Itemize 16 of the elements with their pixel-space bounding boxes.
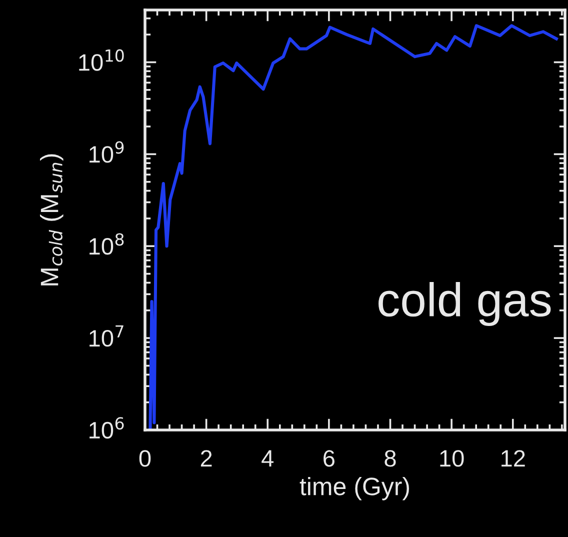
x-tick-label: 12	[502, 450, 525, 467]
x-tick-label: 6	[324, 450, 334, 467]
x-axis-title: time (Gyr)	[300, 477, 409, 500]
annotation: cold gas	[378, 282, 551, 326]
x-tick-label: 0	[139, 450, 151, 467]
x-tick-label: 10	[440, 450, 464, 467]
y-tick-label: 10$^{7}$	[90, 325, 124, 347]
line-series	[148, 24, 558, 430]
y-axis-title: M$_{cold}$ (M$_{sun}$)	[40, 154, 64, 286]
y-tick-label: 10$^{8}$	[90, 233, 124, 255]
x-tick-label: 2	[200, 450, 212, 467]
y-tick-label: 10$^{6}$	[90, 417, 124, 439]
x-tick-label: 8	[384, 450, 396, 467]
x-tick-label: 4	[262, 450, 274, 467]
y-tick-label: 10$^{9}$	[90, 141, 124, 163]
y-tick-label: 10$^{10}$	[79, 49, 124, 71]
